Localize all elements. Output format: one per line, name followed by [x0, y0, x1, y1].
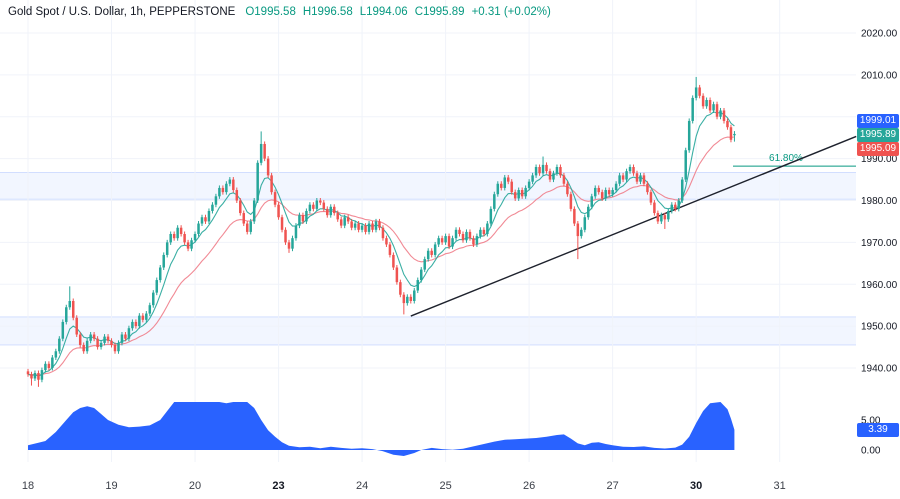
- ohlc-values: O1995.58 H1996.58 L1994.06 C1995.89 +0.3…: [245, 6, 551, 18]
- fib-retracement-line[interactable]: 61.80%: [733, 153, 856, 167]
- price-axis-label: 1950.00: [861, 322, 898, 333]
- price-axis[interactable]: 1999.01 1995.89 1995.09 3.39: [856, 0, 900, 468]
- price-axis-label: 1970.00: [861, 238, 898, 249]
- symbol-title[interactable]: Gold Spot / U.S. Dollar, 1h, PEPPERSTONE: [8, 6, 236, 18]
- axis-labels: 2020.00 2010.00 1990.00 1980.00 1970.00 1960.…: [22, 29, 898, 493]
- moving-averages[interactable]: [27, 111, 735, 377]
- ohlc-open: O1995.58: [245, 6, 296, 18]
- ohlc-high: H1996.58: [302, 6, 353, 18]
- time-axis-label: 19: [105, 480, 117, 492]
- price-axis-label: 2020.00: [861, 29, 898, 40]
- price-axis-label: 1980.00: [861, 196, 898, 207]
- ohlc-close: C1995.89: [414, 6, 465, 18]
- time-axis-label: 24: [356, 480, 368, 492]
- candles-group[interactable]: [26, 76, 736, 387]
- price-badge-last: 1995.89: [857, 127, 899, 142]
- indicator-axis-label: 0.00: [861, 446, 881, 457]
- time-axis-label: 25: [439, 480, 451, 492]
- indicator-axis-label: 5.00: [861, 416, 881, 427]
- indicator-value-badge: 3.39: [857, 422, 899, 437]
- price-axis-label: 1940.00: [861, 364, 898, 375]
- lower-indicator-area[interactable]: [28, 402, 735, 456]
- ohlc-low: L1994.06: [359, 6, 408, 18]
- gridlines: [0, 0, 856, 462]
- time-axis-label: 26: [523, 480, 535, 492]
- time-axis-label: 20: [189, 480, 201, 492]
- time-axis-label: 27: [607, 480, 619, 492]
- price-axis-label: 2010.00: [861, 70, 898, 81]
- trendline[interactable]: [410, 135, 857, 317]
- legend[interactable]: Gold Spot / U.S. Dollar, 1h, PEPPERSTONE…: [8, 6, 551, 18]
- price-change: +0.31 (+0.02%): [471, 6, 551, 18]
- time-axis-label: 30: [690, 480, 702, 492]
- time-axis-label: 31: [774, 480, 786, 492]
- price-badge-red: 1995.09: [857, 141, 899, 156]
- time-axis[interactable]: [0, 468, 900, 499]
- price-axis-label: 1990.00: [861, 154, 898, 165]
- price-axis-label: 1960.00: [861, 280, 898, 291]
- time-axis-label: 23: [272, 480, 284, 492]
- fib-level-label: 61.80%: [769, 153, 803, 164]
- price-badge-blue: 1999.01: [857, 113, 899, 128]
- time-axis-label: 18: [22, 480, 34, 492]
